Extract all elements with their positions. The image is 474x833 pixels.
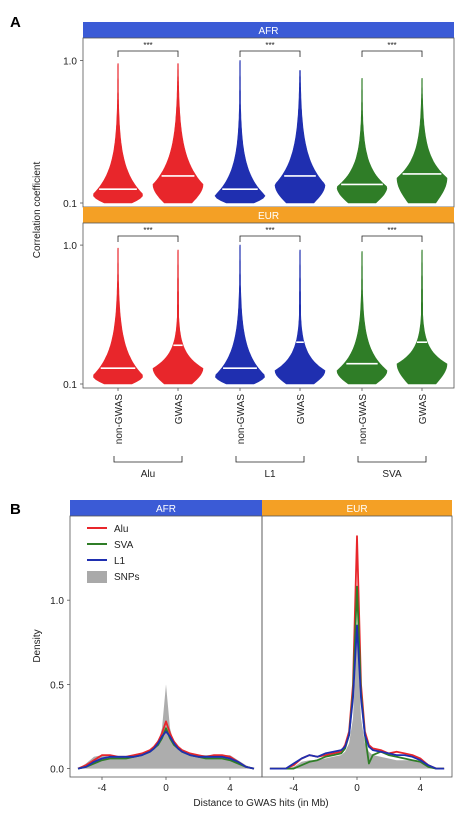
- y-tick-label: 0.5: [50, 680, 64, 691]
- legend-label: L1: [114, 556, 126, 567]
- l1-line-afr: [77, 730, 255, 770]
- y-tick-label: 1.0: [50, 596, 64, 607]
- panel-label-a: A: [10, 14, 21, 31]
- snps-area-eur: [269, 630, 445, 769]
- x-tick-label: 0: [354, 783, 360, 794]
- violin-afr-l1-non-gwas: [214, 60, 266, 204]
- violin-afr-l1-gwas: [274, 70, 326, 204]
- y-tick-label: 0.1: [63, 380, 77, 391]
- x-tick-label: GWAS: [418, 394, 429, 425]
- density-chart: AFR -4 0 4 EUR -4 0 4 0.0 0.5 1.0 Density Distance t…: [32, 500, 453, 809]
- legend-label: Alu: [114, 524, 128, 535]
- violin-afr-sva-non-gwas: [336, 78, 388, 204]
- significance-label: ***: [265, 41, 274, 50]
- significance-bracket: [239, 50, 301, 57]
- facet-strip-eur: [83, 207, 454, 223]
- y-tick-label: 1.0: [63, 241, 77, 252]
- facet-strip-eur: [262, 500, 452, 516]
- legend-label: SVA: [114, 540, 134, 551]
- x-tick-label: GWAS: [296, 394, 307, 425]
- alu-line-afr: [77, 720, 255, 770]
- facet-strip-label: AFR: [259, 26, 279, 37]
- sva-line-afr: [77, 727, 255, 770]
- violin-chart: Correlation coefficient AFR 0.1 1.0 *** *** **…: [32, 22, 455, 480]
- significance-bracket: [117, 50, 179, 57]
- violin-eur-sva-non-gwas: [336, 251, 388, 385]
- y-axis-label: Density: [32, 629, 43, 662]
- significance-bracket: [117, 235, 179, 242]
- violin-afr-sva-gwas: [396, 78, 448, 204]
- x-tick-label: 4: [418, 783, 424, 794]
- x-axis-label: Distance to GWAS hits (in Mb): [193, 798, 328, 809]
- x-tick-label: 0: [163, 783, 169, 794]
- snps-area-afr: [78, 684, 254, 769]
- significance-label: ***: [387, 226, 396, 235]
- facet-strip-label: EUR: [258, 211, 279, 222]
- y-tick-label: 0.0: [50, 765, 64, 776]
- significance-bracket: [361, 50, 423, 57]
- plot-border: [82, 222, 455, 389]
- group-bracket: [357, 456, 427, 463]
- x-tick-label: 4: [227, 783, 233, 794]
- x-tick-label: non-GWAS: [114, 394, 125, 445]
- group-label: L1: [264, 469, 276, 480]
- x-tick-label: GWAS: [174, 394, 185, 425]
- significance-bracket: [361, 235, 423, 242]
- facet-strip-label: EUR: [346, 504, 367, 515]
- y-tick-label: 1.0: [63, 57, 77, 68]
- legend: Alu SVA L1 SNPs: [87, 524, 140, 583]
- group-bracket: [235, 456, 305, 463]
- facet-strip-label: AFR: [156, 504, 176, 515]
- sva-line-eur: [269, 585, 445, 770]
- violin-eur-sva-gwas: [396, 249, 448, 385]
- significance-label: ***: [387, 41, 396, 50]
- group-bracket: [113, 456, 183, 463]
- significance-bracket: [239, 235, 301, 242]
- y-axis-label: Correlation coefficient: [32, 162, 43, 259]
- y-tick-label: 0.1: [63, 199, 77, 210]
- violin-eur-l1-non-gwas: [215, 244, 265, 385]
- group-label: Alu: [141, 469, 155, 480]
- facet-strip-afr: [83, 22, 454, 38]
- panel-label-b: B: [10, 501, 21, 518]
- violin-afr-alu-non-gwas: [93, 63, 143, 204]
- x-tick-label: non-GWAS: [358, 394, 369, 445]
- violin-eur-alu-non-gwas: [93, 247, 143, 385]
- significance-label: ***: [265, 226, 274, 235]
- x-tick-label: -4: [289, 783, 298, 794]
- group-label: SVA: [382, 469, 402, 480]
- facet-strip-afr: [70, 500, 262, 516]
- violin-afr-alu-gwas: [152, 63, 204, 204]
- legend-label: SNPs: [114, 572, 140, 583]
- x-tick-label: non-GWAS: [236, 394, 247, 445]
- violin-eur-l1-gwas: [274, 249, 326, 385]
- x-tick-label: -4: [98, 783, 107, 794]
- l1-line-eur: [269, 624, 445, 770]
- violin-eur-alu-gwas: [152, 249, 204, 385]
- legend-swatch-snps: [87, 571, 107, 583]
- significance-label: ***: [143, 226, 152, 235]
- significance-label: ***: [143, 41, 152, 50]
